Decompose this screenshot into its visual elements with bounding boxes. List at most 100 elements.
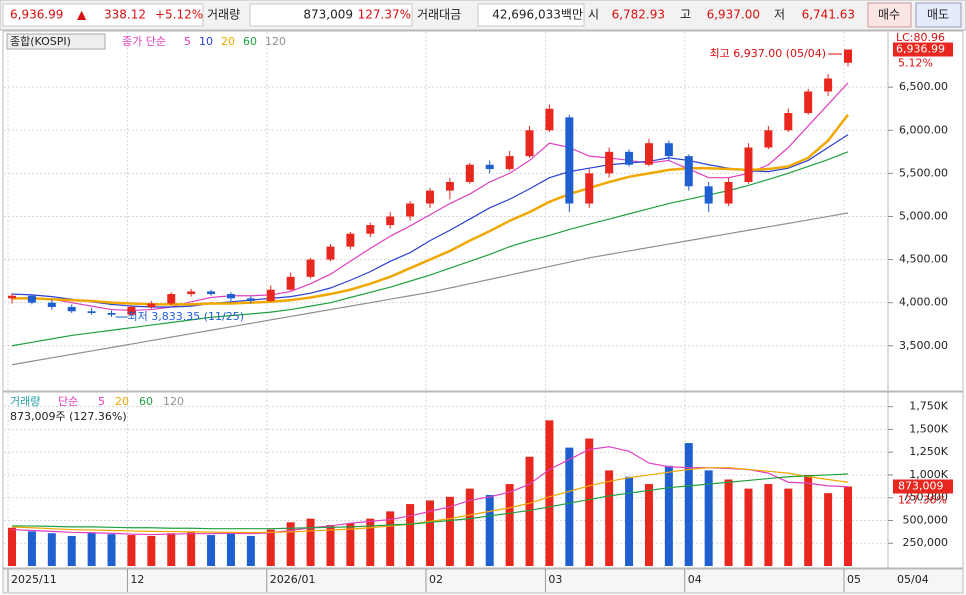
- volume-bar: [824, 493, 833, 566]
- candle-body: [724, 181, 733, 204]
- legend-entry: 120: [265, 35, 286, 48]
- volume-bar: [127, 535, 136, 566]
- candle-body: [386, 216, 395, 226]
- volume-bar: [8, 527, 16, 566]
- buy-button[interactable]: [867, 2, 912, 28]
- high: 6,937.00: [707, 8, 760, 22]
- candle-body: [445, 181, 454, 191]
- volume-bar: [187, 531, 196, 566]
- candle-body: [107, 313, 116, 315]
- candle-body: [605, 151, 614, 174]
- volume-bar: [844, 486, 852, 566]
- candle-body: [625, 151, 634, 165]
- volume-bar: [505, 484, 514, 566]
- y-tick-label: 4,000.00: [899, 296, 948, 309]
- arrow: ▲: [77, 8, 87, 22]
- last-volume-box: [893, 479, 953, 494]
- last-volume: 873,009: [898, 480, 944, 493]
- volume-bar: [485, 494, 494, 566]
- volume-title: 거래량: [10, 395, 40, 408]
- x-tick-label: 2025/11: [11, 573, 57, 586]
- sell-button[interactable]: [915, 2, 962, 28]
- sell-label[interactable]: 매도: [927, 8, 949, 22]
- open-label: 시: [588, 8, 599, 22]
- legend-entry: 60: [243, 35, 257, 48]
- candle-body: [266, 289, 275, 301]
- legend-title: 종가 단순: [122, 35, 166, 48]
- price-title: 종합(KOSPI): [10, 35, 71, 48]
- legend-box: [6, 33, 106, 50]
- candle-body: [525, 130, 534, 157]
- y-tick-label: 4,500.00: [899, 253, 948, 266]
- candle-body: [664, 143, 673, 157]
- y-tick-label: 1,000K: [909, 468, 948, 481]
- y-tick-label: 5,000.00: [899, 209, 948, 222]
- candle-body: [684, 156, 693, 187]
- candle-body: [465, 164, 474, 182]
- volume-bar: [664, 465, 673, 566]
- volume-bar: [465, 488, 474, 566]
- volume-bar: [286, 522, 295, 566]
- legend-entry: 20: [221, 35, 235, 48]
- volume-bar: [346, 523, 355, 566]
- change-pct: +5.12%: [155, 8, 203, 22]
- amount-label: 거래대금: [417, 8, 461, 22]
- high-label: 고: [680, 8, 691, 22]
- legend-entry: 5: [98, 395, 105, 408]
- candle-body: [306, 259, 315, 277]
- volume-bar: [644, 484, 653, 566]
- candle-body: [744, 147, 753, 182]
- y-tick-label: 6,500.00: [899, 80, 948, 93]
- x-tick-label: 05: [847, 573, 861, 586]
- ma-line: [11, 212, 849, 366]
- candle-body: [505, 156, 514, 170]
- candle-body: [426, 190, 434, 204]
- legend-entry: 120: [163, 395, 184, 408]
- volume-bar: [207, 535, 216, 566]
- candle-body: [187, 291, 196, 295]
- volume-bar: [67, 535, 76, 566]
- candle-body: [47, 302, 56, 307]
- volume-bar: [266, 529, 275, 566]
- y-tick-label: 5,500.00: [899, 166, 948, 179]
- y-tick-label: 1,500K: [909, 422, 948, 435]
- price-panel: [2, 30, 964, 392]
- y-tick-label: 3,500.00: [899, 339, 948, 352]
- volume-bar: [226, 533, 235, 566]
- candle-body: [27, 295, 36, 303]
- y-tick-label: 1,750K: [909, 400, 948, 413]
- volume-bar: [585, 438, 594, 566]
- legend-entry: 60: [139, 395, 153, 408]
- volume-bar: [27, 531, 36, 566]
- y-tick-label: 250,000: [903, 536, 949, 549]
- volume-panel: [2, 391, 964, 569]
- ma-line: [11, 467, 849, 534]
- candle-body: [346, 233, 355, 247]
- volume-bar: [764, 484, 773, 566]
- candle-body: [804, 91, 813, 114]
- volume-pct: 127.37%: [358, 8, 411, 22]
- buy-label[interactable]: 매수: [878, 8, 900, 22]
- candle-body: [167, 294, 176, 304]
- volume-bar: [87, 532, 96, 566]
- candle-body: [784, 113, 793, 131]
- candle-body: [8, 295, 16, 299]
- candle-body: [326, 246, 335, 260]
- change: 338.12: [104, 8, 146, 22]
- price: 6,936.99: [10, 8, 63, 22]
- legend-entry: 20: [115, 395, 129, 408]
- volume-bar: [625, 476, 634, 566]
- volume-bar: [784, 488, 793, 566]
- candle-body: [286, 276, 295, 290]
- last-price-box: [893, 42, 953, 57]
- legend-entry: 5: [184, 35, 191, 48]
- volume-bar: [565, 447, 574, 566]
- max-annotation: 최고 6,937.00 (05/04): [709, 47, 826, 60]
- volume-bar: [525, 456, 534, 566]
- date-axis: [2, 568, 964, 594]
- volume-bar: [386, 511, 395, 566]
- candle-body: [406, 203, 415, 217]
- x-tick-label: 02: [429, 573, 443, 586]
